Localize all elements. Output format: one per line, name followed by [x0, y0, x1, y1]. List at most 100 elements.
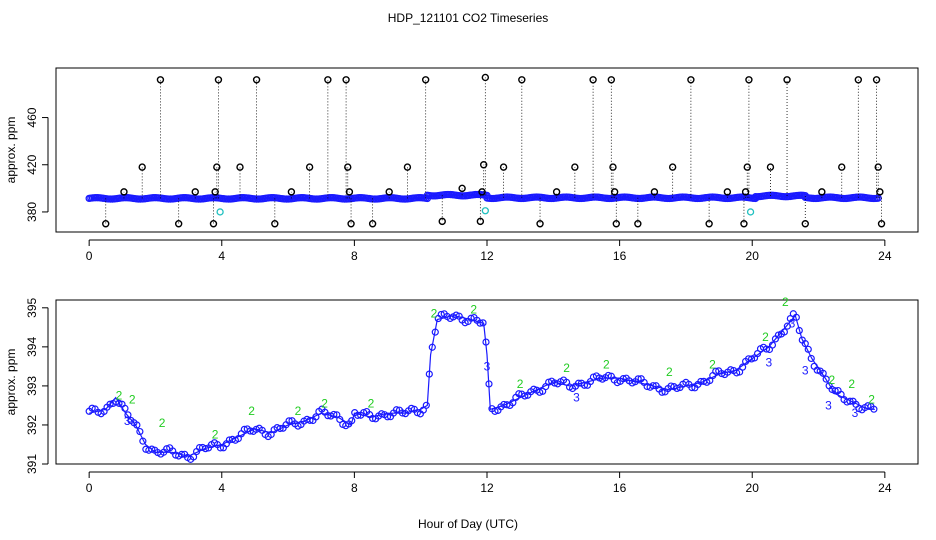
y-tick-label: 380	[25, 202, 39, 222]
y-tick-label: 460	[25, 107, 39, 127]
x-tick-label: 0	[86, 249, 93, 263]
data-point	[673, 384, 681, 393]
spike-point	[271, 220, 279, 228]
spike-point	[438, 217, 446, 226]
spike-point	[741, 188, 750, 196]
data-point	[422, 401, 430, 409]
spike-point	[324, 76, 332, 84]
glyph-2-label: 2	[762, 330, 769, 344]
data-point	[574, 379, 583, 387]
data-point	[822, 375, 830, 383]
data-point	[727, 366, 735, 374]
data-point	[649, 382, 657, 390]
y-tick-label: 393	[25, 376, 39, 396]
data-point	[762, 345, 771, 353]
data-point	[804, 345, 812, 353]
data-point	[276, 424, 284, 433]
data-point	[864, 402, 872, 410]
bottom-panel: approx. ppm 0 4 8 12 16 20 24 391 392 393 394 395 3 3…	[4, 295, 919, 495]
x-tick-label: 12	[480, 481, 494, 495]
spike-point	[740, 220, 748, 228]
data-point	[515, 390, 523, 398]
data-point	[485, 380, 493, 388]
data-point	[330, 410, 338, 419]
data-point	[437, 310, 445, 319]
x-tick-label: 20	[746, 249, 760, 263]
spike-point	[138, 163, 146, 171]
glyph-2-label: 2	[666, 365, 673, 379]
bottom-y-axis-title: approx. ppm	[4, 349, 18, 416]
glyph-2-label: 2	[295, 404, 302, 418]
data-point	[509, 399, 517, 407]
cyan-point	[216, 208, 224, 216]
spike-point	[403, 163, 412, 171]
data-point	[712, 367, 720, 375]
data-point	[807, 354, 815, 363]
glyph-2-label: 2	[368, 396, 375, 410]
cyan-point	[481, 207, 489, 215]
spike-point	[838, 163, 846, 171]
top-y-axis-title: approx. ppm	[4, 117, 18, 184]
glyph-2-label: 2	[563, 361, 570, 375]
spike-point	[571, 163, 579, 171]
spike-point	[209, 220, 218, 228]
data-point	[619, 375, 627, 383]
glyph-2-label: 2	[868, 392, 875, 406]
spike-point	[607, 76, 616, 84]
data-point	[431, 328, 439, 336]
data-point	[491, 407, 499, 415]
glyph-2-label: 2	[129, 392, 136, 406]
spike-point	[743, 163, 751, 171]
x-tick-label: 16	[613, 481, 627, 495]
data-point	[733, 369, 741, 377]
spike-point	[252, 76, 261, 84]
data-point	[831, 387, 839, 395]
y-tick-label: 420	[25, 154, 39, 174]
x-tick-label: 20	[746, 481, 760, 495]
spike-point	[876, 188, 884, 196]
data-point	[658, 388, 666, 396]
data-point	[133, 421, 141, 429]
glyph-3-label: 3	[765, 355, 772, 369]
spike-point	[552, 188, 561, 196]
data-point	[476, 319, 484, 327]
x-tick-label: 24	[878, 249, 892, 263]
data-point	[604, 371, 612, 380]
spike-point	[481, 73, 490, 82]
spike-point	[536, 220, 544, 228]
glyph-2-label: 2	[517, 377, 524, 391]
y-tick-label: 394	[25, 337, 39, 357]
glyph-2-label: 2	[709, 357, 716, 371]
data-point	[846, 397, 854, 405]
spike-point	[872, 76, 881, 84]
x-tick-label: 24	[878, 481, 892, 495]
spike-point	[612, 220, 620, 228]
data-point	[124, 411, 132, 419]
spike-point	[344, 163, 352, 171]
spike-point	[476, 217, 485, 226]
data-point	[216, 444, 225, 452]
top-plot-frame	[55, 67, 919, 233]
glyph-2-label: 2	[159, 416, 166, 430]
data-point	[467, 314, 475, 322]
spike-point	[610, 188, 619, 196]
data-point	[178, 450, 186, 458]
data-point	[425, 370, 433, 378]
spike-point	[766, 163, 775, 171]
spike-point	[458, 184, 466, 193]
data-point	[783, 322, 791, 330]
bottom-plot-frame	[55, 299, 919, 465]
glyph-2-label: 2	[782, 295, 789, 309]
spike-point	[687, 76, 695, 84]
spike-point	[705, 220, 713, 228]
spike-point	[342, 76, 350, 84]
data-point	[428, 343, 436, 351]
spike-point	[421, 76, 430, 84]
data-point	[634, 375, 642, 383]
spike-point	[783, 76, 791, 84]
x-tick-label: 16	[613, 249, 627, 263]
spike-point	[305, 163, 314, 171]
data-point	[136, 427, 144, 436]
spike-point	[213, 163, 221, 171]
data-point	[348, 417, 356, 425]
